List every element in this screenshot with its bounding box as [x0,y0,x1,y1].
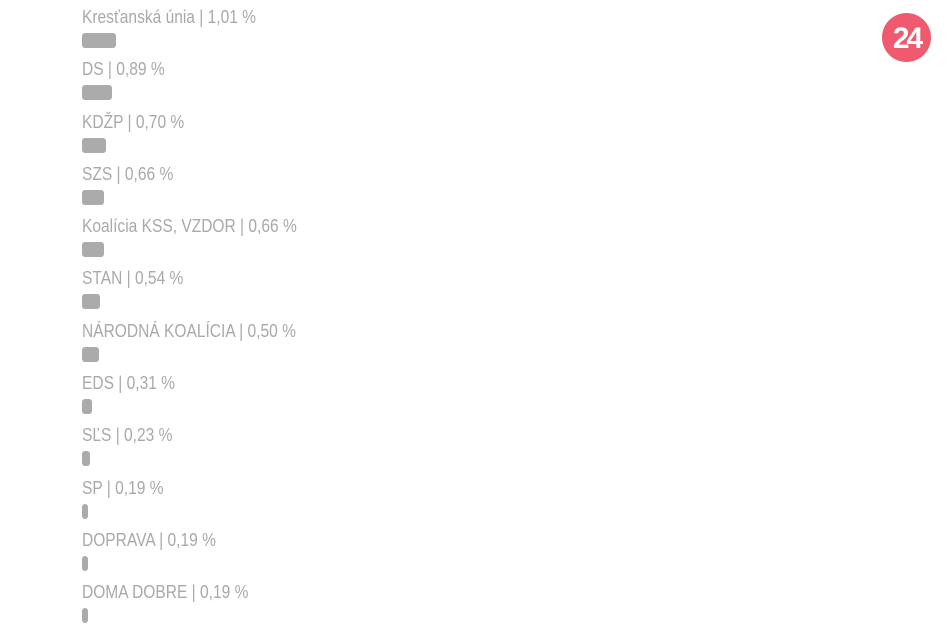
svg-text:24: 24 [893,22,924,55]
data-label: Kresťanská únia | 1,01 % [82,6,256,27]
bar [82,242,105,258]
bar [82,85,112,101]
bar [82,137,106,153]
bar [82,33,117,48]
data-label: KDŽP | 0,70 % [82,110,185,132]
data-label: DS | 0,89 % [82,58,165,80]
bar [82,555,89,571]
logo-24-icon: 24 [893,22,927,55]
data-label: DOMA DOBRE | 0,19 % [82,581,249,603]
data-label: NÁRODNÁ KOALÍCIA | 0,50 % [82,319,296,341]
bar [82,399,93,415]
bar [82,608,89,624]
data-label: STAN | 0,54 % [82,267,184,289]
data-label: Koalícia KSS, VZDOR | 0,66 % [82,215,297,237]
bar [82,451,90,467]
data-label: SZS | 0,66 % [82,162,174,184]
data-label: EDS | 0,31 % [82,372,176,394]
bar [82,346,99,362]
data-label: SP | 0,19 % [82,476,164,498]
logo-24[interactable]: 24 [882,13,931,62]
bar [82,503,89,519]
bar [82,189,105,205]
bar [82,294,101,310]
data-label: DOPRAVA | 0,19 % [82,528,216,550]
data-label: SĽS | 0,23 % [82,424,173,446]
